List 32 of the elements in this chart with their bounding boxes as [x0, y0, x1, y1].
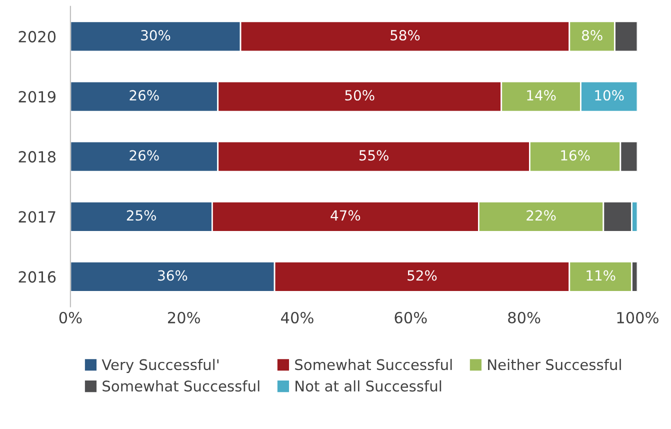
- legend-label: Somewhat Successful: [102, 380, 260, 392]
- legend-label: Somewhat Successful: [295, 358, 452, 370]
- data-label: 16%: [561, 150, 590, 161]
- data-label: 55%: [359, 150, 388, 161]
- x-tick-label: 80%: [508, 312, 540, 324]
- x-tick-label: 100%: [617, 312, 658, 324]
- y-tick-label: 2020: [18, 30, 56, 42]
- y-tick-label: 2017: [18, 211, 56, 223]
- legend-label: Very Successful': [102, 358, 218, 374]
- x-tick-label: 60%: [394, 312, 427, 324]
- data-label: 30%: [141, 30, 170, 40]
- legend-label: Not at all Successful: [296, 380, 442, 392]
- x-tick-label: 20%: [168, 312, 200, 324]
- y-tick-label: 2016: [18, 271, 56, 283]
- data-label: 36%: [158, 270, 188, 281]
- data-label: 25%: [126, 210, 156, 221]
- data-label: 58%: [390, 30, 420, 40]
- data-label: 10%: [595, 90, 624, 101]
- x-tick-label: 0%: [59, 312, 82, 324]
- data-label: 22%: [526, 210, 556, 221]
- legend-label: Neither Successful: [488, 358, 621, 370]
- data-label: 26%: [130, 90, 159, 101]
- data-label: 52%: [408, 270, 437, 281]
- data-label: 11%: [586, 270, 616, 281]
- data-label: 8%: [582, 30, 602, 40]
- data-label: 50%: [345, 90, 374, 101]
- data-label: 47%: [330, 210, 360, 221]
- data-label: 26%: [130, 150, 159, 161]
- y-tick-label: 2018: [18, 151, 56, 163]
- data-label: 14%: [527, 90, 556, 101]
- y-tick-label: 2019: [18, 90, 56, 103]
- x-tick-label: 40%: [281, 312, 314, 324]
